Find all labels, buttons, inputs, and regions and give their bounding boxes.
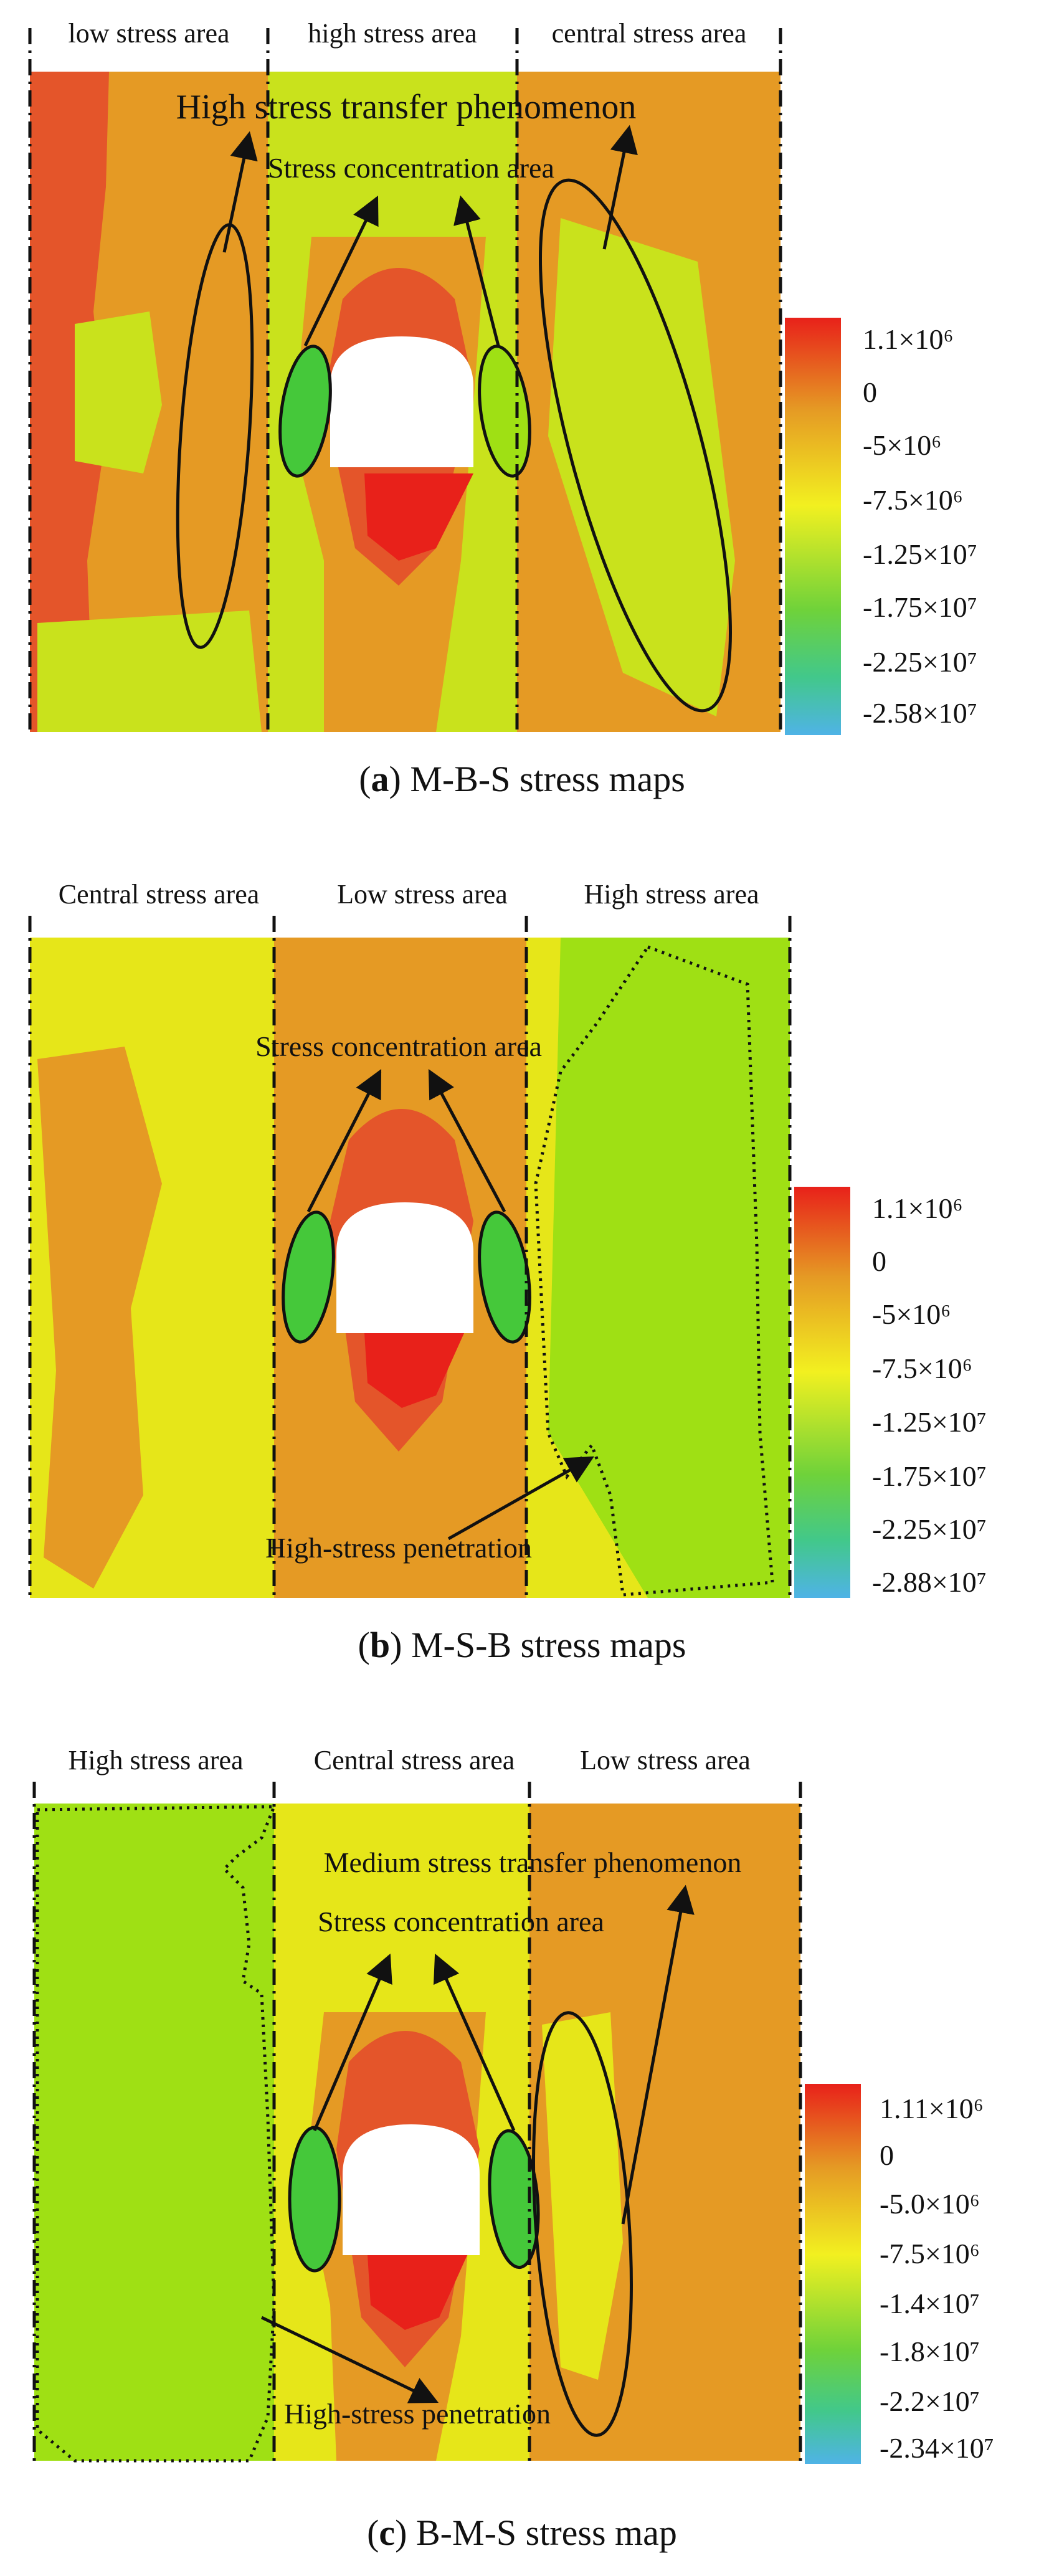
panel-a-left-concentration-ellipse bbox=[278, 345, 332, 478]
panel-b-tunnel-opening bbox=[336, 1202, 473, 1333]
panel-c-zone-3: Low stress area bbox=[580, 1745, 751, 1775]
panel-c-caption: (c) B-M-S stress map bbox=[367, 2512, 677, 2553]
panel-b-colorbar-label-6: -1.75×10⁷ bbox=[872, 1460, 987, 1492]
panel-a-arrow-4 bbox=[602, 125, 638, 250]
panel-c-colorbar-label-5: -1.4×10⁷ bbox=[880, 2288, 980, 2319]
panel-a-colorbar-label-3: -5×10⁶ bbox=[863, 429, 941, 461]
panel-a-colorbar bbox=[785, 318, 841, 735]
panel-a-left-patch bbox=[75, 311, 162, 473]
panel-b-caption-letter: b bbox=[370, 1625, 390, 1665]
panel-b-right-concentration-ellipse bbox=[478, 1210, 531, 1344]
panel-b-arrow-2 bbox=[428, 1069, 506, 1213]
panel-a-arrow-2 bbox=[303, 195, 379, 347]
panel-b-colorbar-label-3: -5×10⁶ bbox=[872, 1298, 951, 1330]
panel-b-left-patch bbox=[37, 1047, 162, 1589]
panel-b-annotation-concentration: Stress concentration area bbox=[255, 1030, 542, 1062]
panel-a-zone-2: high stress area bbox=[308, 18, 477, 49]
panel-c-annotation-penetration: High-stress penetration bbox=[284, 2398, 551, 2430]
panel-c-caption-text: B-M-S stress map bbox=[416, 2512, 677, 2553]
panel-a-arrow-1 bbox=[222, 131, 258, 253]
panel-a-colorbar-label-7: -2.25×10⁷ bbox=[863, 646, 977, 678]
panel-c-colorbar-label-1: 1.11×10⁶ bbox=[880, 2093, 984, 2124]
panel-a-colorbar-label-6: -1.75×10⁷ bbox=[863, 591, 977, 623]
panel-c-core-red bbox=[368, 2255, 467, 2330]
panel-c-colorbar-label-4: -7.5×10⁶ bbox=[880, 2238, 980, 2269]
panel-c-colorbar-label-2: 0 bbox=[880, 2139, 894, 2171]
panel-c-transfer-ellipse bbox=[532, 2011, 633, 2437]
panel-a-tunnel-opening bbox=[330, 336, 473, 467]
panel-a-zone-3: central stress area bbox=[552, 18, 747, 49]
panel-b-colorbar-label-1: 1.1×10⁶ bbox=[872, 1192, 962, 1224]
panel-b-annotation-penetration: High-stress penetration bbox=[265, 1532, 532, 1564]
panel-b-caption-text: M-S-B stress maps bbox=[411, 1625, 686, 1665]
panel-a-caption: (a) M-B-S stress maps bbox=[359, 759, 685, 799]
panel-c-annotation-concentration: Stress concentration area bbox=[318, 1906, 604, 1937]
panel-b-caption: (b) M-S-B stress maps bbox=[358, 1625, 686, 1665]
panel-c-colorbar-label-3: -5.0×10⁶ bbox=[880, 2188, 980, 2220]
panel-a-zone-1: low stress area bbox=[68, 18, 229, 49]
panel-a-arrow-3 bbox=[453, 195, 500, 346]
panel-b-colorbar-label-8: -2.88×10⁷ bbox=[872, 1566, 987, 1598]
panel-c-right-yellow bbox=[542, 2012, 623, 2380]
panel-b-zone-2: Low stress area bbox=[337, 879, 508, 910]
panel-a-core-red bbox=[364, 473, 473, 561]
panel-b: Central stress area Low stress area High… bbox=[28, 879, 987, 1665]
panel-c-colorbar-label-6: -1.8×10⁷ bbox=[880, 2336, 980, 2367]
panel-a-right-transfer-ellipse bbox=[539, 178, 732, 713]
panel-a-right-yellow bbox=[548, 218, 735, 716]
panel-a-left-strip bbox=[37, 611, 262, 732]
panel-c-colorbar-label-8: -2.34×10⁷ bbox=[880, 2432, 994, 2464]
panel-b-colorbar-label-5: -1.25×10⁷ bbox=[872, 1406, 987, 1438]
panel-c: High stress area Central stress area Low… bbox=[32, 1745, 994, 2553]
panel-c-right-concentration-ellipse bbox=[488, 2129, 540, 2269]
panel-c-arrow-4 bbox=[260, 2316, 439, 2403]
panel-c-left-band bbox=[34, 1804, 274, 2461]
panel-c-high-stress-boundary bbox=[36, 1805, 277, 2463]
panel-c-arrow-3 bbox=[621, 1884, 695, 2225]
panel-a-colorbar-label-2: 0 bbox=[863, 376, 877, 408]
panel-c-zone-1: High stress area bbox=[68, 1745, 243, 1775]
panel-b-left-concentration-ellipse bbox=[282, 1210, 335, 1344]
panel-b-colorbar-label-2: 0 bbox=[872, 1245, 886, 1277]
panel-c-left-concentration-ellipse bbox=[288, 2126, 341, 2273]
panel-b-colorbar-label-7: -2.25×10⁷ bbox=[872, 1513, 987, 1545]
panel-a-colorbar-label-8: -2.58×10⁷ bbox=[863, 697, 977, 729]
panel-a-colorbar-label-5: -1.25×10⁷ bbox=[863, 538, 977, 570]
panel-b-colorbar-label-4: -7.5×10⁶ bbox=[872, 1352, 972, 1384]
panel-a-caption-text: M-B-S stress maps bbox=[410, 759, 685, 799]
panel-a-colorbar-label-1: 1.1×10⁶ bbox=[863, 323, 953, 355]
panel-a-colorbar-label-4: -7.5×10⁶ bbox=[863, 484, 963, 516]
panel-b-core-red bbox=[364, 1333, 464, 1408]
panel-b-right-yellow bbox=[526, 938, 648, 1598]
panel-b-zone-1: Central stress area bbox=[59, 879, 260, 910]
panel-b-right-band bbox=[526, 938, 790, 1598]
panel-c-annotation-transfer: Medium stress transfer phenomenon bbox=[324, 1846, 742, 1878]
panel-b-arrow-3 bbox=[447, 1456, 594, 1541]
panel-c-tunnel-opening bbox=[343, 2124, 480, 2255]
panel-c-colorbar bbox=[805, 2084, 861, 2464]
panel-a-annotation-concentration: Stress concentration area bbox=[268, 152, 554, 184]
panel-a-left-band bbox=[30, 72, 109, 732]
panel-c-colorbar-label-7: -2.2×10⁷ bbox=[880, 2385, 980, 2417]
panel-c-caption-letter: c bbox=[379, 2512, 395, 2553]
panel-b-arrow-1 bbox=[306, 1068, 382, 1213]
panel-b-colorbar bbox=[794, 1187, 850, 1598]
panel-c-arrow-2 bbox=[433, 1953, 516, 2132]
panel-a-annotation-transfer: High stress transfer phenomenon bbox=[176, 88, 637, 126]
panel-c-zone-2: Central stress area bbox=[314, 1745, 515, 1775]
panel-a: low stress area high stress area central… bbox=[28, 18, 977, 799]
panel-b-zone-3: High stress area bbox=[584, 879, 759, 910]
panel-a-caption-letter: a bbox=[371, 759, 389, 799]
panel-c-arrow-1 bbox=[313, 1953, 392, 2131]
